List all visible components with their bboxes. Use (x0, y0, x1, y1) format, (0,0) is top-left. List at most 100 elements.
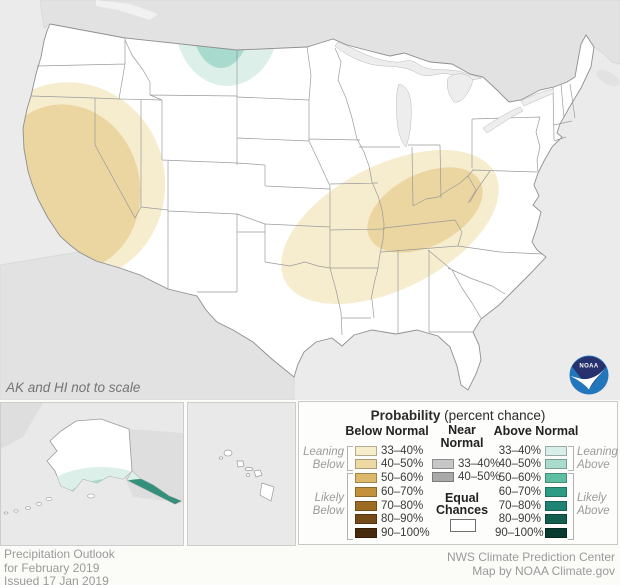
hawaiian-islands (218, 449, 275, 502)
legend-row-label: 70–80% (498, 499, 541, 512)
legend-row: 33–40% (432, 457, 501, 470)
legend-swatch (355, 514, 377, 525)
vancouver-island (96, 0, 158, 20)
legend-row: 50–60% (355, 472, 430, 485)
footer: Precipitation Outlook for February 2019 … (0, 546, 620, 585)
legend-swatch (432, 458, 454, 469)
footer-right-credit: NWS Climate Prediction Center Map by NOA… (446, 550, 615, 578)
legend-row: 70–80% (355, 499, 430, 512)
lake-ontario (520, 88, 555, 107)
legend-row: 80–90% (355, 513, 430, 526)
legend-swatch (545, 500, 567, 511)
legend-row: 90–100% (355, 527, 430, 540)
legend-swatch (545, 528, 567, 539)
ak-hi-note: AK and HI not to scale (5, 380, 140, 395)
hawaii-inset (187, 402, 296, 546)
legend-row-label: 33–40% (381, 444, 424, 457)
legend-row-label: 60–70% (381, 485, 424, 498)
footer-left-credit: Precipitation Outlook for February 2019 … (4, 547, 115, 585)
aleutian-islands (3, 493, 95, 515)
legend-row: 80–90% (495, 513, 567, 526)
legend-swatch (545, 445, 567, 456)
below-normal-header: Below Normal (345, 424, 429, 438)
leaning-above-bracket (568, 446, 574, 471)
below-normal-rows: 33–40% 40–50% 50–60% 60–70% (355, 444, 430, 540)
legend-row: 70–80% (495, 499, 567, 512)
legend-row-label: 50–60% (498, 472, 541, 485)
legend-row: 33–40% (355, 444, 430, 457)
legend-row: 40–50% (355, 458, 430, 471)
lake-erie (482, 106, 524, 134)
conus-map: AK and HI not to scale NOAA (0, 0, 620, 401)
legend-swatch (355, 445, 377, 456)
legend-swatch (355, 459, 377, 470)
legend-row-label: 90–100% (495, 527, 544, 540)
legend-row-label: 60–70% (498, 485, 541, 498)
legend-row: 40–50% (495, 458, 567, 471)
near-normal-header: Near Normal (440, 423, 484, 450)
state-borders (30, 38, 576, 336)
likely-below-bracket (347, 473, 353, 540)
legend-row: 60–70% (495, 485, 567, 498)
noaa-logo-gull (570, 369, 605, 390)
leaning-below-bracket (347, 446, 353, 471)
legend-title-bold: Probability (370, 408, 441, 423)
usa-land (23, 24, 594, 390)
legend-row: 50–60% (495, 472, 567, 485)
footer-source: NWS Climate Prediction Center (446, 550, 615, 564)
hawaii-inset-svg (188, 403, 295, 545)
legend-swatch (545, 486, 567, 497)
legend-row-label: 90–100% (381, 527, 430, 540)
legend-row-label: 40–50% (381, 458, 424, 471)
nova-scotia (596, 69, 620, 87)
legend-row-label: 33–40% (458, 457, 501, 470)
legend-row-label: 70–80% (381, 499, 424, 512)
alaska-inset-svg (1, 403, 183, 545)
legend-swatch (545, 459, 567, 470)
legend-swatch (432, 472, 454, 483)
legend-title: Probability (percent chance) (299, 408, 617, 423)
legend-row: 90–100% (495, 527, 567, 540)
hi-inset-bg (188, 403, 295, 545)
leaning-above-label: Leaning Above (577, 446, 618, 471)
above-normal-rows: 33–40% 40–50% 50–60% 60–70% (495, 444, 567, 540)
equal-chances-label: Equal Chances (435, 491, 489, 517)
legend-row: 60–70% (355, 485, 430, 498)
legend-row-label: 80–90% (498, 513, 541, 526)
legend-row: 40–50% (432, 471, 501, 484)
above-normal-header: Above Normal (493, 424, 579, 438)
footer-issued-date: Issued 17 Jan 2019 (4, 574, 109, 585)
legend-title-rest: (percent chance) (440, 408, 546, 423)
legend-swatch (355, 528, 377, 539)
legend-swatch (355, 500, 377, 511)
footer-map-credit: Map by NOAA Climate.gov (472, 563, 615, 578)
alaska-inset (0, 402, 184, 546)
legend-row-label: 40–50% (498, 458, 541, 471)
likely-above-label: Likely Above (577, 492, 610, 517)
likely-below-label: Likely Below (312, 492, 344, 517)
lake-huron (447, 73, 474, 103)
noaa-logo-text: NOAA (579, 364, 599, 370)
likely-above-bracket (568, 473, 574, 540)
great-lakes (334, 41, 555, 148)
legend-row: 33–40% (495, 444, 567, 457)
near-normal-rows: 33–40% 40–50% (432, 457, 501, 484)
legend-swatch (355, 486, 377, 497)
equal-chances-swatch (450, 519, 476, 532)
legend-row-label: 33–40% (498, 444, 541, 457)
noaa-logo: NOAA (569, 355, 609, 395)
footer-title: Precipitation Outlook (4, 547, 115, 561)
legend-panel: Probability (percent chance) Below Norma… (298, 401, 618, 545)
leaning-below-label: Leaning Below (303, 446, 344, 471)
noaa-logo-navy (572, 356, 606, 389)
legend-row-label: 40–50% (458, 471, 501, 484)
legend-swatch (545, 514, 567, 525)
legend-row-label: 80–90% (381, 513, 424, 526)
region-ohio-valley-leaning-below-40-50 (367, 167, 483, 253)
legend-swatch (545, 473, 567, 484)
ak-russia-land (1, 403, 43, 449)
legend-swatch (355, 473, 377, 484)
conus-map-svg: AK and HI not to scale NOAA (0, 0, 620, 401)
legend-row-label: 50–60% (381, 472, 424, 485)
